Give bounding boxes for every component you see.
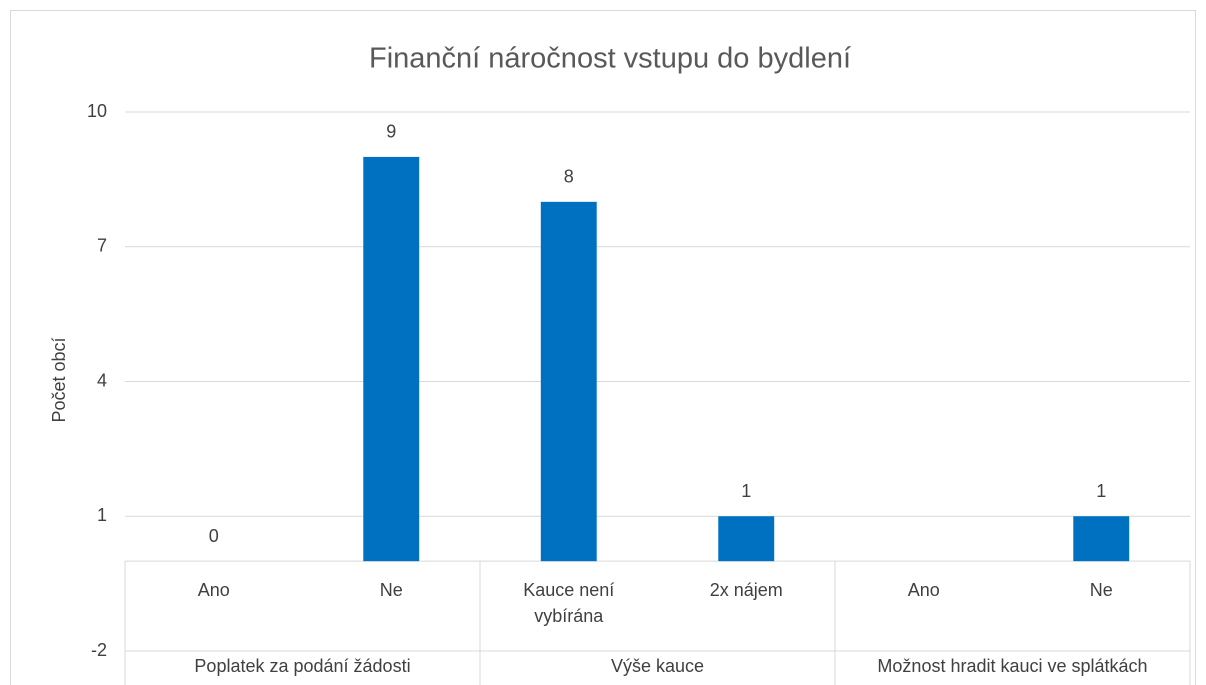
group-label: Poplatek za podání žádosti (194, 656, 411, 676)
data-label: 0 (209, 526, 219, 546)
group-label: Možnost hradit kauci ve splátkách (877, 656, 1148, 676)
x-tick-label: Kauce není vybírána (523, 580, 615, 627)
group-label: Výše kauce (610, 656, 705, 676)
data-label: 8 (564, 167, 574, 187)
y-tick-label: -2 (91, 640, 107, 660)
bar (363, 156, 420, 562)
chart-title: Finanční náročnost vstupu do bydlení (369, 43, 851, 75)
y-tick-label: 1 (97, 505, 107, 525)
y-tick-label: 7 (97, 236, 107, 256)
data-label: 1 (1096, 481, 1106, 501)
x-tick-label: Ano (907, 580, 940, 601)
data-label: 9 (386, 122, 396, 142)
data-label: 1 (741, 481, 751, 501)
bar (718, 516, 775, 562)
bar (1073, 516, 1130, 562)
y-tick-label: 4 (97, 370, 107, 390)
x-tick-label: 2x nájem (709, 580, 783, 601)
chart-border (10, 10, 1196, 685)
x-tick-label: Ne (1089, 580, 1113, 601)
x-tick-label: Ne (379, 580, 403, 601)
x-tick-label: Ano (197, 580, 230, 601)
y-tick-label: 10 (87, 101, 107, 121)
bar (540, 201, 597, 562)
y-axis-label: Počet obcí (49, 337, 69, 422)
